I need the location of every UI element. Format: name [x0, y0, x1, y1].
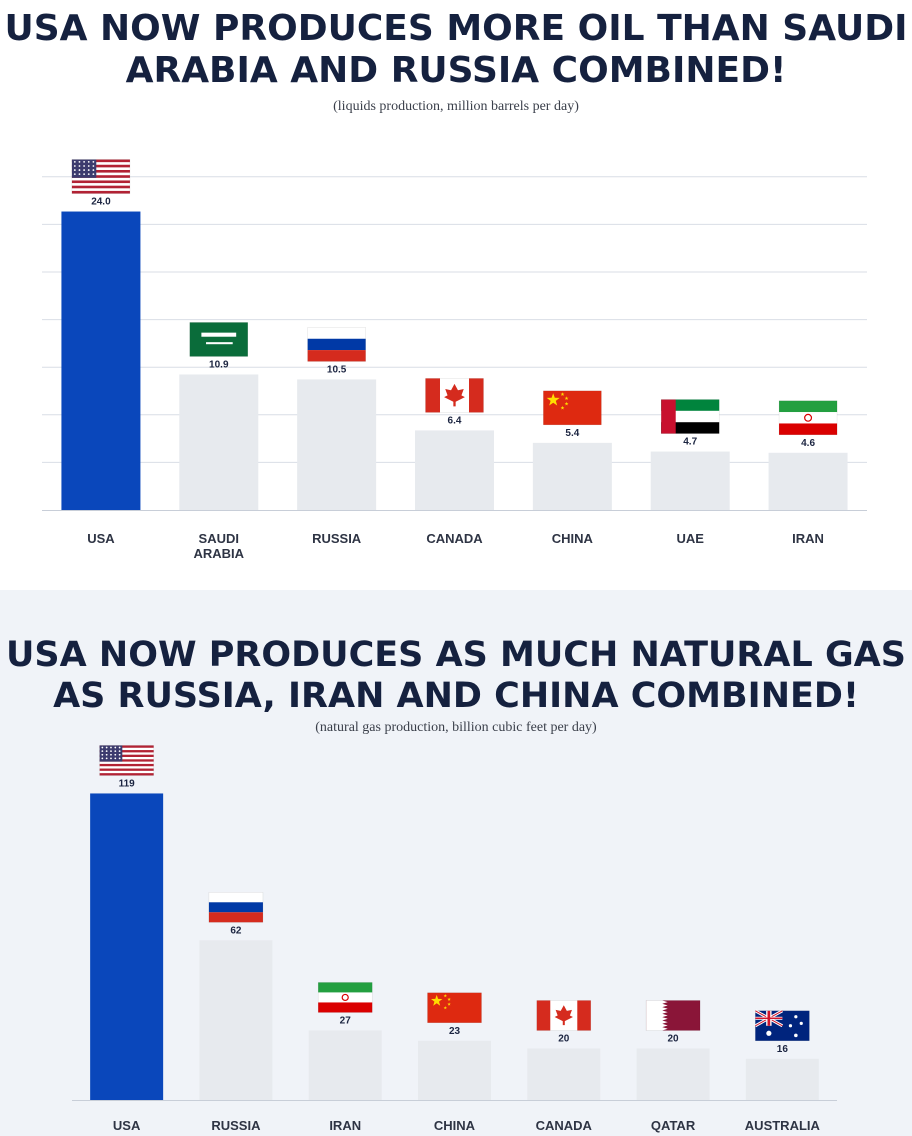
value-label-saudi-arabia: 10.9	[209, 359, 229, 370]
bar-canada	[527, 1048, 601, 1100]
canada-flag-icon	[425, 378, 484, 413]
category-label-china: CHINA	[552, 531, 594, 546]
category-label-iran: IRAN	[329, 1118, 361, 1133]
category-label-usa: USA	[87, 531, 115, 546]
gas-chart-title: USA NOW PRODUCES AS MUCH NATURAL GAS AS …	[6, 635, 906, 717]
iran-flag-icon	[778, 400, 838, 436]
usa-flag-icon	[71, 159, 131, 194]
category-label-canada: CANADA	[536, 1118, 593, 1133]
value-label-china: 5.4	[565, 428, 579, 439]
category-label-russia: RUSSIA	[211, 1118, 261, 1133]
uae-flag-icon	[660, 399, 720, 434]
australia-flag-icon	[754, 1009, 810, 1042]
gas-chart-panel: USA NOW PRODUCES AS MUCH NATURAL GAS AS …	[0, 590, 912, 1136]
value-label-iran: 4.6	[801, 438, 815, 449]
bar-usa	[61, 211, 141, 510]
category-label-usa: USA	[113, 1118, 141, 1133]
bar-uae	[650, 451, 730, 510]
bar-usa	[90, 793, 164, 1100]
category-label-uae: UAE	[676, 531, 704, 546]
canada-flag-icon	[536, 1000, 592, 1031]
value-label-canada: 20	[558, 1033, 570, 1044]
gas-chart-subtitle: (natural gas production, billion cubic f…	[315, 720, 597, 735]
oil-bar-chart: 24.0 USA 10.9 SAUDI ARABIA 10.5 RUSSIA 6.4 CANAD…	[42, 159, 867, 561]
value-label-china: 23	[449, 1026, 461, 1037]
china-flag-icon	[543, 390, 602, 426]
oil-chart-title: USA NOW PRODUCES MORE OIL THAN SAUDI ARA…	[4, 8, 908, 92]
bar-iran	[768, 452, 848, 510]
russia-flag-icon	[208, 892, 264, 923]
value-label-australia: 16	[777, 1044, 789, 1055]
iran-flag-icon	[317, 982, 373, 1013]
category-label-iran: IRAN	[792, 531, 824, 546]
china-flag-icon	[427, 992, 482, 1024]
category-label-canada: CANADA	[426, 531, 483, 546]
bar-saudi-arabia	[179, 374, 259, 510]
value-label-russia: 62	[230, 925, 242, 936]
value-label-uae: 4.7	[683, 437, 697, 448]
bar-canada	[415, 430, 494, 510]
value-label-qatar: 20	[668, 1033, 680, 1044]
qatar-flag-icon	[645, 1000, 701, 1031]
russia-flag-icon	[307, 327, 366, 362]
category-label-china: CHINA	[434, 1118, 476, 1133]
value-label-canada: 6.4	[448, 415, 462, 426]
bar-australia	[745, 1058, 819, 1100]
bar-china	[532, 442, 612, 510]
gas-bar-chart: 119 USA 62 RUSSIA 27 IRAN 23 CHINA 20 CANADA 20 QAT…	[72, 745, 837, 1133]
oil-chart-subtitle: (liquids production, million barrels per…	[333, 99, 579, 114]
bar-iran	[308, 1030, 382, 1100]
saudi-arabia-flag-icon	[189, 322, 249, 357]
bar-russia	[199, 940, 273, 1100]
bar-russia	[297, 379, 377, 510]
category-label-saudi-arabia: SAUDI ARABIA	[194, 531, 245, 561]
bar-qatar	[636, 1048, 710, 1100]
category-label-qatar: QATAR	[651, 1118, 696, 1133]
value-label-usa: 24.0	[91, 197, 111, 208]
bar-china	[418, 1040, 491, 1100]
usa-flag-icon	[99, 745, 154, 776]
category-label-australia: AUSTRALIA	[745, 1118, 821, 1133]
value-label-russia: 10.5	[327, 364, 347, 375]
oil-chart-panel: USA NOW PRODUCES MORE OIL THAN SAUDI ARA…	[4, 8, 908, 561]
value-label-usa: 119	[119, 778, 136, 789]
category-label-russia: RUSSIA	[312, 531, 362, 546]
value-label-iran: 27	[340, 1015, 352, 1026]
